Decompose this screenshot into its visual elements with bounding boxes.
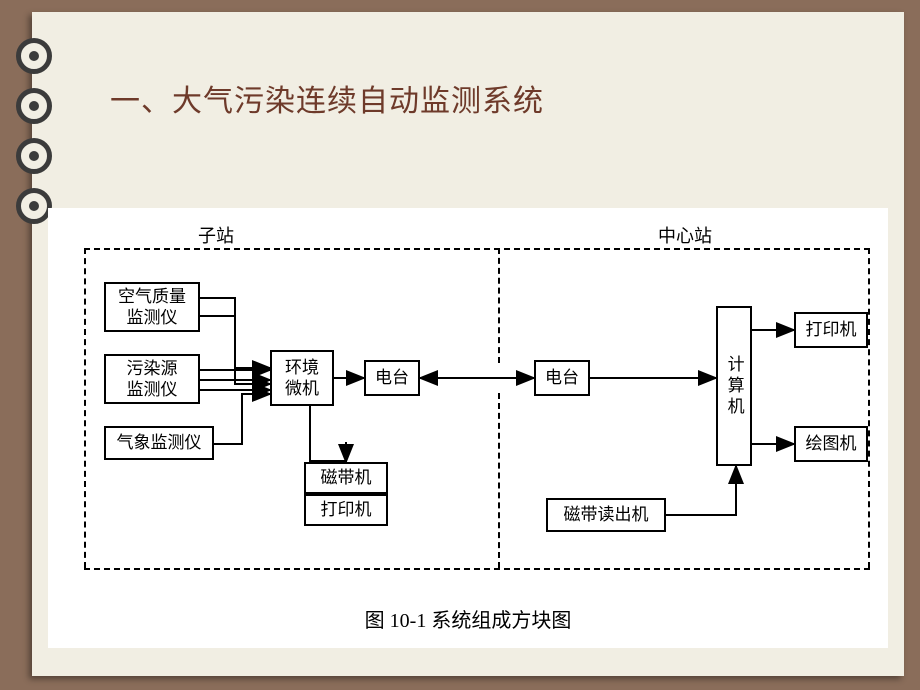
node-weather: 气象监测仪 (104, 426, 214, 460)
node-pollution_src: 污染源监测仪 (104, 354, 200, 404)
page-title: 一、大气污染连续自动监测系统 (110, 76, 544, 120)
group-label-right: 中心站 (658, 222, 712, 248)
node-radio_right: 电台 (534, 360, 590, 396)
node-radio_left: 电台 (364, 360, 420, 396)
node-printer: 打印机 (794, 312, 868, 348)
figure-caption: 图 10-1 系统组成方块图 (48, 604, 888, 633)
node-computer: 计算机 (716, 306, 752, 466)
node-air_quality: 空气质量监测仪 (104, 282, 200, 332)
node-tape_machine: 磁带机 (304, 462, 388, 494)
node-printer_local: 打印机 (304, 494, 388, 526)
node-env_pc: 环境微机 (270, 350, 334, 406)
figure: 子站中心站空气质量监测仪污染源监测仪气象监测仪环境微机电台磁带机打印机电台磁带读… (48, 208, 888, 648)
node-plotter: 绘图机 (794, 426, 868, 462)
node-tape_reader: 磁带读出机 (546, 498, 666, 532)
group-label-left: 子站 (198, 222, 234, 248)
